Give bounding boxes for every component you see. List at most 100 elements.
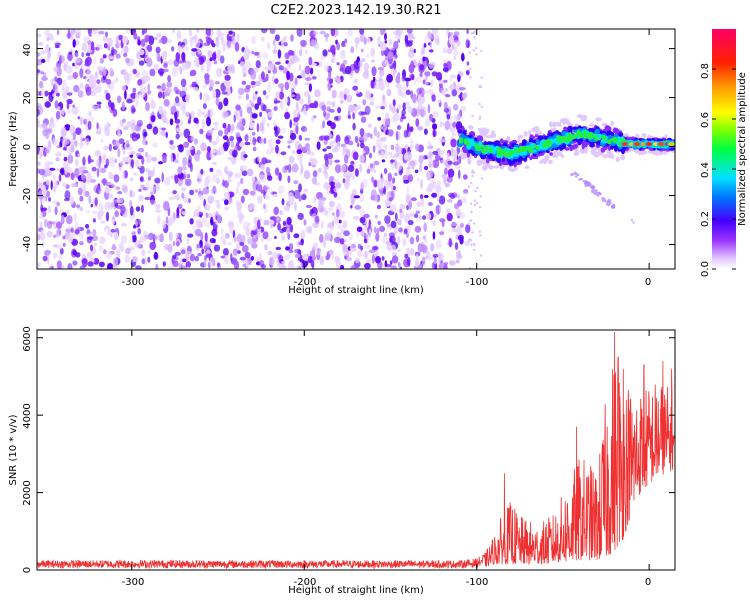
noise-speck <box>322 148 327 152</box>
noise-speck <box>108 193 114 199</box>
noise-speck <box>229 223 234 234</box>
noise-speck <box>64 61 69 68</box>
noise-speck <box>194 255 200 262</box>
ridge-blob <box>590 134 595 139</box>
noise-speck <box>88 33 92 37</box>
noise-speck <box>205 29 212 36</box>
noise-speck <box>347 29 353 37</box>
noise-speck <box>287 139 294 144</box>
noise-speck <box>363 213 370 219</box>
noise-speck <box>141 258 146 265</box>
ridge-blob <box>534 155 539 159</box>
noise-speck <box>386 223 391 228</box>
noise-speck <box>471 231 474 234</box>
noise-speck <box>359 128 365 137</box>
noise-speck <box>344 65 352 75</box>
noise-speck <box>478 102 481 106</box>
noise-speck <box>310 39 317 47</box>
noise-speck <box>419 108 427 117</box>
noise-speck <box>436 179 441 188</box>
noise-speck <box>350 46 355 54</box>
noise-speck <box>59 208 64 213</box>
noise-speck <box>225 86 232 97</box>
noise-speck <box>210 29 214 37</box>
noise-speck <box>88 195 92 205</box>
noise-speck <box>414 225 422 233</box>
noise-speck <box>444 182 451 188</box>
noise-speck <box>188 198 191 204</box>
noise-speck <box>142 29 148 34</box>
noise-speck <box>240 195 245 204</box>
noise-speck <box>294 201 297 212</box>
noise-speck <box>169 118 174 126</box>
noise-speck <box>142 128 147 139</box>
noise-speck <box>130 150 135 155</box>
noise-speck <box>103 146 109 151</box>
noise-speck <box>419 163 423 172</box>
noise-speck <box>287 61 292 69</box>
noise-speck <box>290 34 294 42</box>
noise-speck <box>171 67 178 77</box>
noise-speck <box>465 224 471 234</box>
noise-speck <box>113 231 119 241</box>
noise-speck <box>37 118 41 128</box>
noise-speck <box>62 147 67 151</box>
noise-speck <box>359 208 365 217</box>
noise-speck <box>105 211 110 222</box>
noise-speck <box>197 206 201 210</box>
noise-speck <box>194 119 199 124</box>
noise-speck <box>291 149 296 155</box>
noise-speck <box>374 144 379 149</box>
noise-speck <box>334 236 341 244</box>
noise-speck <box>93 56 96 65</box>
secondary-trace-point <box>630 218 634 222</box>
ridge-blob <box>588 123 595 127</box>
noise-speck <box>73 212 78 222</box>
noise-speck <box>324 33 330 38</box>
noise-speck <box>79 68 84 79</box>
noise-speck <box>177 65 182 72</box>
noise-speck <box>109 156 115 163</box>
noise-speck <box>387 51 394 60</box>
noise-speck <box>411 165 415 170</box>
noise-speck <box>181 265 184 269</box>
ridge-blob <box>486 148 494 152</box>
noise-speck <box>242 221 250 231</box>
ridge-blob <box>480 144 484 149</box>
noise-speck <box>72 260 78 266</box>
noise-speck <box>429 113 434 122</box>
noise-speck <box>246 106 253 114</box>
noise-speck <box>161 220 167 229</box>
ridge-blob <box>478 127 483 134</box>
noise-speck <box>380 42 387 52</box>
noise-speck <box>67 75 74 80</box>
noise-speck <box>449 74 453 82</box>
noise-speck <box>453 103 459 111</box>
noise-speck <box>146 57 153 68</box>
noise-speck <box>441 89 446 95</box>
noise-speck <box>289 259 294 267</box>
noise-speck <box>278 65 284 71</box>
noise-speck <box>275 139 281 145</box>
noise-speck <box>409 160 416 167</box>
noise-speck <box>275 167 280 176</box>
noise-speck <box>335 164 342 174</box>
noise-speck <box>158 126 162 136</box>
ridge-blob <box>558 139 562 144</box>
noise-speck <box>456 113 461 121</box>
noise-speck <box>147 83 151 92</box>
noise-speck <box>391 115 397 123</box>
secondary-trace-point <box>612 203 615 207</box>
noise-speck <box>251 242 258 249</box>
noise-speck <box>228 173 233 177</box>
noise-speck <box>413 48 416 54</box>
noise-speck <box>191 36 196 40</box>
noise-speck <box>407 174 414 182</box>
noise-speck <box>423 128 428 135</box>
noise-speck <box>223 180 229 189</box>
noise-speck <box>327 207 334 212</box>
noise-speck <box>373 126 377 137</box>
noise-speck <box>53 66 59 73</box>
noise-speck <box>277 135 284 139</box>
noise-speck <box>323 182 330 190</box>
